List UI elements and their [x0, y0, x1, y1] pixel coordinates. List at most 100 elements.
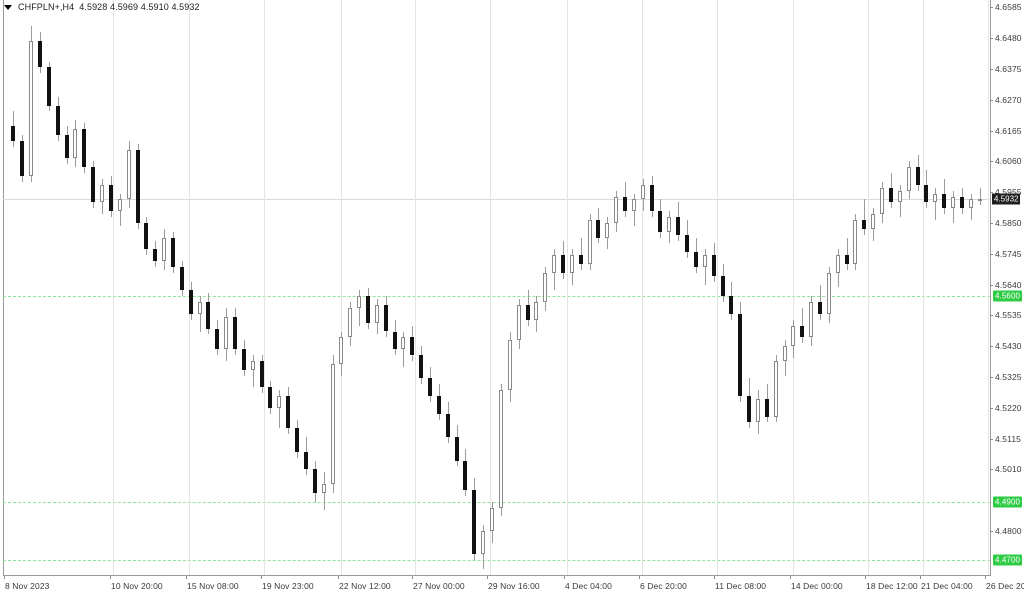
- current-price-label: 4.5932: [992, 193, 1021, 205]
- price-tick-label: 4.5430: [995, 341, 1022, 352]
- price-tick: [990, 346, 993, 348]
- candle-body-bullish: [276, 396, 282, 408]
- time-separator-line: [567, 0, 568, 575]
- candle-body-bearish: [817, 302, 823, 314]
- price-tick-label: 4.5640: [995, 279, 1022, 290]
- price-level-label[interactable]: 4.4700: [993, 554, 1023, 566]
- candle-body-bullish: [897, 190, 903, 203]
- candle-wick: [279, 390, 280, 429]
- candle-body-bearish: [720, 275, 726, 297]
- current-price-line: [3, 198, 990, 200]
- candle-body-bullish: [338, 337, 344, 364]
- candle-body-bearish: [888, 187, 894, 203]
- candle-body-bullish: [72, 129, 78, 159]
- price-tick: [990, 253, 993, 255]
- price-tick: [990, 192, 993, 194]
- price-level-label[interactable]: 4.5600: [993, 290, 1023, 302]
- price-axis-line: [990, 0, 991, 575]
- candle-body-bullish: [968, 199, 974, 209]
- candle-body-bullish: [498, 390, 504, 508]
- time-tick-label: 15 Nov 08:00: [187, 581, 239, 591]
- plot-left-border: [3, 0, 4, 575]
- time-tick-label: 4 Dec 04:00: [565, 581, 612, 591]
- candle-body-bearish: [294, 428, 300, 452]
- candle-body-bullish: [533, 302, 539, 320]
- time-separator-line: [988, 0, 989, 575]
- candle-body-bullish: [480, 530, 486, 555]
- candle-body-bearish: [959, 196, 965, 209]
- candle-body-bearish: [445, 413, 451, 438]
- candle-body-bearish: [657, 211, 663, 232]
- candle-body-bearish: [418, 354, 424, 379]
- time-tick: [338, 576, 339, 579]
- candle-body-bearish: [205, 302, 211, 329]
- price-tick: [990, 68, 993, 70]
- price-tick-label: 4.6165: [995, 125, 1022, 136]
- time-separator-line: [717, 0, 718, 575]
- time-tick-label: 6 Dec 20:00: [640, 581, 687, 591]
- time-tick: [412, 576, 413, 579]
- price-tick: [990, 530, 993, 532]
- price-axis[interactable]: 4.6585 4.6480 4.6375 4.6270 4.6165 4.6060 4.59…: [990, 0, 1024, 575]
- time-tick-label: 29 Nov 16:00: [488, 581, 540, 591]
- time-tick-label: 11 Dec 08:00: [715, 581, 767, 591]
- candle-body-bearish: [285, 396, 291, 429]
- chart-plot-area[interactable]: [3, 0, 990, 575]
- price-tick-label: 4.5535: [995, 310, 1022, 321]
- candle-body-bearish: [462, 460, 468, 490]
- time-axis[interactable]: 8 Nov 2023 10 Nov 20:00 15 Nov 08:00 19 Nov…: [0, 576, 1024, 599]
- candle-body-bearish: [711, 255, 717, 276]
- candle-body-bullish: [640, 184, 646, 200]
- price-level-line[interactable]: [3, 296, 990, 298]
- price-level-line[interactable]: [3, 501, 990, 503]
- candle-body-bullish: [870, 214, 876, 229]
- price-tick-label: 4.6480: [995, 33, 1022, 44]
- candle-body-bullish: [826, 272, 832, 314]
- price-level-label[interactable]: 4.4900: [993, 496, 1023, 508]
- time-separator-line: [923, 0, 924, 575]
- time-separator-line: [341, 0, 342, 575]
- candle-body-bullish: [516, 305, 522, 341]
- price-tick: [990, 284, 993, 286]
- price-tick: [990, 38, 993, 40]
- time-separator-line: [189, 0, 190, 575]
- candle-body-bullish: [126, 149, 132, 200]
- candle-body-bullish: [250, 360, 256, 370]
- candle-body-bullish: [666, 217, 672, 232]
- candle-body-bullish: [932, 193, 938, 203]
- candle-body-bearish: [241, 349, 247, 370]
- time-tick: [261, 576, 262, 579]
- candle-body-bearish: [108, 184, 114, 212]
- time-tick-label: 22 Nov 12:00: [339, 581, 391, 591]
- price-tick-label: 4.5220: [995, 402, 1022, 413]
- candle-body-bullish: [835, 255, 841, 273]
- candle-body-bearish: [560, 255, 566, 273]
- candle-body-bullish: [197, 302, 203, 314]
- price-tick-label: 4.6270: [995, 94, 1022, 105]
- candle-body-bearish: [303, 451, 309, 470]
- candle-body-bullish: [879, 187, 885, 215]
- candle-body-bullish: [790, 325, 796, 347]
- candle-body-bearish: [409, 337, 415, 355]
- candle-body-bearish: [915, 167, 921, 185]
- price-tick-label: 4.6375: [995, 63, 1022, 74]
- time-tick: [110, 576, 111, 579]
- candle-body-bearish: [143, 222, 149, 250]
- candle-body-bullish: [542, 272, 548, 303]
- time-tick-label: 10 Nov 20:00: [111, 581, 163, 591]
- candle-wick: [864, 199, 865, 235]
- time-separator-line: [642, 0, 643, 575]
- time-separator-line: [793, 0, 794, 575]
- candle-body-bearish: [179, 266, 185, 291]
- candle-body-bullish: [702, 255, 708, 267]
- candle-body-bullish: [604, 222, 610, 238]
- candle-wick: [403, 331, 404, 367]
- price-tick-label: 4.6585: [995, 2, 1022, 13]
- time-tick-label: 8 Nov 2023: [5, 581, 50, 591]
- price-tick: [990, 222, 993, 224]
- candle-body-bullish: [489, 507, 495, 531]
- price-tick-label: 4.6060: [995, 156, 1022, 167]
- candle-body-bullish: [356, 296, 362, 309]
- price-level-line[interactable]: [3, 560, 990, 562]
- candle-body-bullish: [347, 308, 353, 338]
